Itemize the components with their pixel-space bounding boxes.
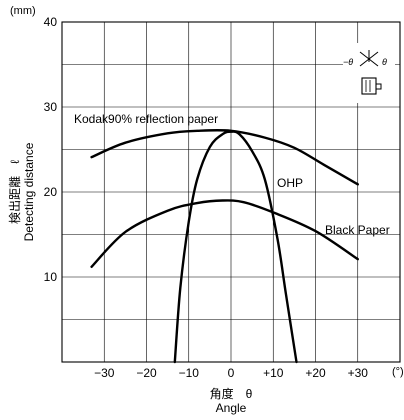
x-axis-unit: (°) (392, 366, 404, 378)
y-axis-unit: (mm) (10, 5, 36, 17)
y-axis-label-jp: 検出距離 ℓ (8, 160, 22, 224)
gridlines (62, 22, 400, 362)
series-line-black-paper (90, 199, 359, 268)
x-axis-label-en: Angle (216, 401, 247, 415)
x-tick-label: −20 (136, 366, 157, 380)
y-tick-label: 20 (44, 185, 58, 199)
x-tick-labels: −30 −20 −10 0 +10 +20 +30 (94, 366, 368, 380)
x-tick-label: +10 (263, 366, 284, 380)
series-label-ohp: OHP (277, 176, 303, 190)
y-tick-label: 30 (44, 100, 58, 114)
theta-minus-label: −θ (343, 57, 353, 67)
y-axis-label-en: Detecting distance (22, 142, 36, 241)
x-tick-label: −30 (94, 366, 115, 380)
x-tick-label: 0 (228, 366, 235, 380)
x-tick-label: +20 (305, 366, 326, 380)
series-curves (90, 128, 359, 364)
x-tick-label: −10 (179, 366, 200, 380)
series-line-kodak (90, 128, 359, 186)
y-tick-labels: 10 20 30 40 (44, 15, 58, 284)
series-label-black-paper: Black Paper (325, 223, 390, 237)
y-tick-label: 10 (44, 270, 58, 284)
theta-plus-label: θ (382, 57, 387, 67)
x-tick-label: +30 (348, 366, 369, 380)
x-axis-label-jp: 角度 θ (210, 386, 253, 401)
y-tick-label: 40 (44, 15, 58, 29)
series-line-ohp (173, 130, 298, 364)
series-label-kodak: Kodak90% reflection paper (74, 112, 218, 126)
sensor-angle-icon: −θ θ (343, 43, 395, 103)
